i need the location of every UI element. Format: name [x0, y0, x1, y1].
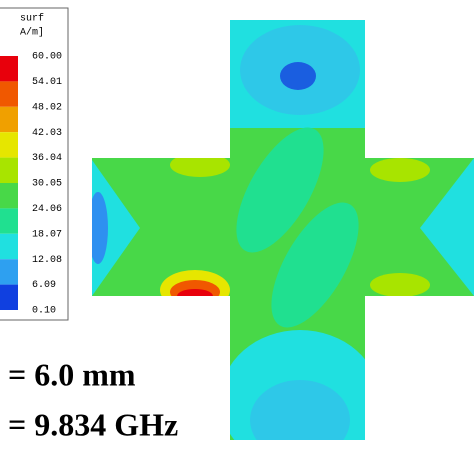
legend-swatch	[0, 106, 18, 133]
legend-label: 48.02	[32, 102, 62, 113]
legend-swatch	[0, 259, 18, 285]
legend-label: 36.04	[32, 153, 62, 164]
current-distribution	[92, 20, 474, 440]
legend-swatch	[0, 56, 18, 82]
legend-title: surf	[20, 13, 44, 25]
legend-label: 6.09	[32, 280, 56, 291]
legend-label: 12.08	[32, 255, 62, 266]
legend-label: 0.10	[32, 306, 56, 317]
legend-label: 30.05	[32, 179, 62, 190]
legend-label: 24.06	[32, 204, 62, 215]
legend-label: 18.07	[32, 229, 62, 240]
legend-label: 54.01	[32, 77, 62, 88]
legend-swatch	[0, 284, 18, 310]
legend-title: A/m]	[20, 27, 44, 39]
legend-swatch	[0, 208, 18, 234]
legend-swatch	[0, 183, 18, 209]
legend-swatch	[0, 132, 18, 158]
legend-swatch	[0, 157, 18, 183]
annotation: = 9.834 GHz	[8, 406, 178, 442]
legend-swatch	[0, 233, 18, 260]
legend-swatch	[0, 81, 18, 107]
legend-label: 60.00	[32, 52, 62, 63]
annotation: = 6.0 mm	[8, 356, 136, 392]
legend-label: 42.03	[32, 128, 62, 139]
